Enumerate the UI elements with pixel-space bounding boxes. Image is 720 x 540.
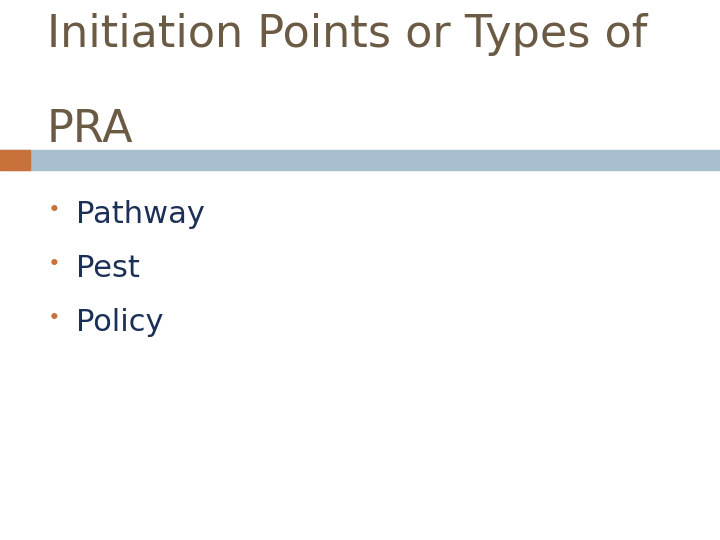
Text: •: • bbox=[48, 254, 60, 274]
Text: Pest: Pest bbox=[76, 254, 140, 283]
Text: PRA: PRA bbox=[47, 108, 133, 151]
Text: •: • bbox=[48, 200, 60, 220]
Text: Policy: Policy bbox=[76, 308, 163, 337]
Text: •: • bbox=[48, 308, 60, 328]
Text: Initiation Points or Types of: Initiation Points or Types of bbox=[47, 14, 647, 57]
Bar bbox=[0, 150, 30, 170]
Text: Pathway: Pathway bbox=[76, 200, 204, 229]
Bar bbox=[0, 150, 720, 170]
